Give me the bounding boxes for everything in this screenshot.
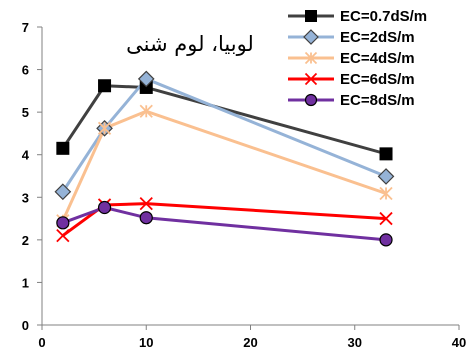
legend-marker (305, 10, 317, 22)
legend-marker (304, 51, 318, 65)
series-EC=8dS/m (62, 206, 387, 242)
data-point (97, 121, 112, 135)
data-point (379, 147, 393, 161)
x-tick-label: 30 (348, 335, 362, 350)
y-tick-label: 0 (22, 318, 29, 333)
legend-marker (304, 93, 318, 107)
x-tick-label: 0 (38, 335, 45, 350)
x-tick-label: 10 (139, 335, 153, 350)
series-line (61, 84, 387, 156)
data-point (56, 141, 70, 155)
data-point (54, 183, 72, 201)
legend-entry: EC=0.7dS/m (288, 8, 427, 25)
series-line (62, 206, 387, 242)
x-tick-label: 40 (452, 335, 466, 350)
data-point (379, 211, 393, 226)
data-point (97, 200, 112, 215)
data-point (56, 216, 70, 230)
series-markers-EC=0.7dS/m (56, 79, 393, 161)
series-EC=0.7dS/m (61, 84, 387, 156)
series-markers-EC=8dS/m (56, 200, 393, 247)
series-EC=2dS/m (61, 77, 387, 193)
chart-title-group: لوبیا، لوم شنی (126, 32, 254, 56)
legend-entry: EC=4dS/m (288, 50, 415, 67)
legend-label: EC=6dS/m (340, 71, 415, 88)
series-lines (54, 70, 395, 247)
legend-marker (303, 29, 319, 45)
legend-marker (304, 72, 318, 86)
data-point (139, 211, 153, 225)
y-tick-label: 1 (22, 275, 29, 290)
series-EC=6dS/m (61, 202, 387, 237)
y-tick-label: 7 (22, 20, 29, 35)
legend-label: EC=4dS/m (340, 50, 415, 67)
data-point (139, 197, 153, 211)
legend-label: EC=0.7dS/m (340, 8, 427, 25)
series-line (61, 77, 387, 193)
legend-entry: EC=8dS/m (288, 92, 415, 109)
data-point (377, 168, 395, 185)
series-line (61, 109, 387, 222)
y-tick-label: 3 (22, 190, 29, 205)
y-tick-label: 5 (22, 105, 29, 120)
legend: EC=0.7dS/m EC=2dS/m EC=4dS/m EC=6dS/m EC=8dS… (288, 8, 427, 109)
series-EC=4dS/m (61, 109, 387, 222)
series-line (61, 202, 387, 237)
data-point (139, 104, 153, 118)
legend-entry: EC=2dS/m (288, 29, 415, 46)
chart-title: لوبیا، لوم شنی (126, 32, 254, 56)
legend-entry: EC=6dS/m (288, 71, 415, 88)
y-tick-label: 6 (22, 63, 29, 78)
y-tick-label: 4 (22, 148, 30, 163)
data-point (379, 233, 393, 247)
data-point (56, 228, 70, 243)
axes: 0 1 2 3 4 5 6 7 0 10 20 30 40 (22, 20, 466, 350)
data-point (98, 79, 112, 93)
legend-label: EC=2dS/m (340, 29, 415, 46)
legend-label: EC=8dS/m (340, 92, 415, 109)
y-tick-label: 2 (22, 233, 29, 248)
data-point (137, 70, 155, 88)
x-tick-label: 20 (243, 335, 257, 350)
data-point (379, 186, 393, 201)
